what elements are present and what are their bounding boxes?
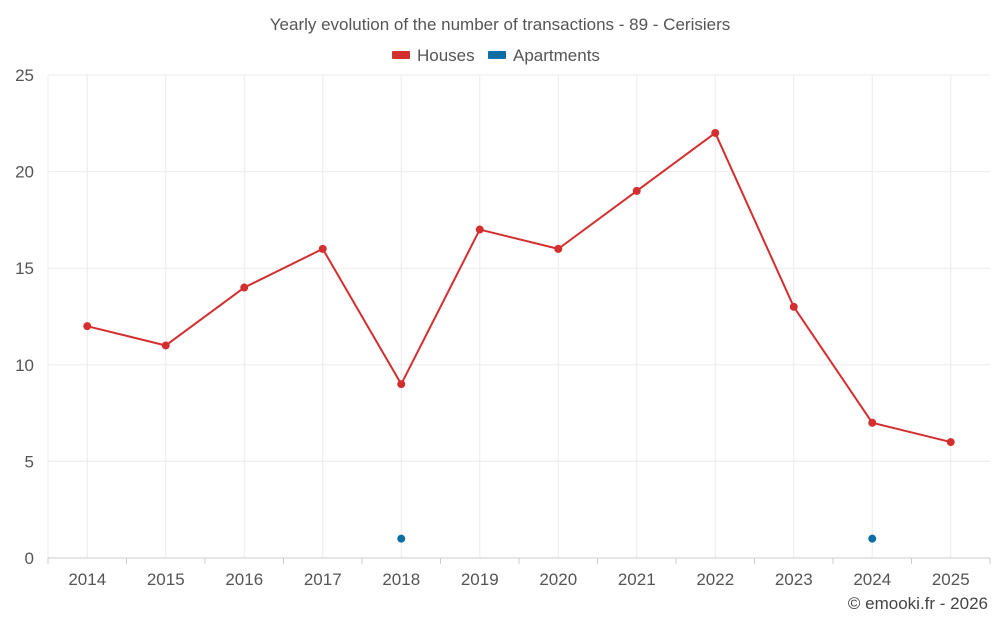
x-tick-label: 2023 — [775, 570, 813, 589]
data-point-houses[interactable] — [868, 418, 877, 427]
data-point-houses[interactable] — [946, 438, 955, 447]
data-point-houses[interactable] — [83, 322, 92, 331]
data-point-houses[interactable] — [397, 380, 406, 389]
legend: Houses Apartments — [392, 46, 600, 65]
y-tick-label: 10 — [15, 356, 34, 375]
x-tick-label: 2021 — [618, 570, 656, 589]
chart-title: Yearly evolution of the number of transa… — [270, 15, 731, 34]
x-tick-label: 2014 — [68, 570, 106, 589]
x-tick-label: 2025 — [932, 570, 970, 589]
y-tick-label: 25 — [15, 66, 34, 85]
data-point-houses[interactable] — [554, 244, 563, 253]
data-point-houses[interactable] — [240, 283, 249, 292]
legend-label-apartments: Apartments — [513, 46, 600, 65]
series-line-houses — [87, 131, 951, 444]
data-point-houses[interactable] — [632, 186, 641, 195]
x-tick-label: 2016 — [225, 570, 263, 589]
data-point-apartments[interactable] — [397, 534, 406, 543]
y-tick-label: 0 — [25, 549, 34, 568]
data-point-houses[interactable] — [789, 302, 798, 311]
y-tick-label: 15 — [15, 259, 34, 278]
legend-item-houses[interactable]: Houses — [392, 46, 475, 65]
x-tick-label: 2019 — [461, 570, 499, 589]
x-tick-label: 2018 — [382, 570, 420, 589]
legend-swatch-apartments — [488, 51, 506, 59]
legend-swatch-houses — [392, 51, 410, 59]
grid — [47, 74, 990, 558]
legend-item-apartments[interactable]: Apartments — [488, 46, 600, 65]
data-point-houses[interactable] — [475, 225, 484, 234]
y-tick-label: 5 — [25, 452, 34, 471]
data-point-apartments[interactable] — [868, 534, 877, 543]
x-tick-label: 2020 — [539, 570, 577, 589]
legend-label-houses: Houses — [417, 46, 475, 65]
x-tick-label: 2022 — [696, 570, 734, 589]
footer-credit: © emooki.fr - 2026 — [848, 594, 988, 613]
y-tick-label: 20 — [15, 163, 34, 182]
data-point-houses[interactable] — [711, 128, 720, 137]
data-point-houses[interactable] — [161, 341, 170, 350]
series-apartments — [397, 534, 877, 543]
series-houses — [83, 128, 955, 447]
data-point-houses[interactable] — [318, 244, 327, 253]
x-tick-label: 2024 — [853, 570, 891, 589]
series — [83, 128, 955, 543]
x-tick-label: 2015 — [147, 570, 185, 589]
x-tick-label: 2017 — [304, 570, 342, 589]
